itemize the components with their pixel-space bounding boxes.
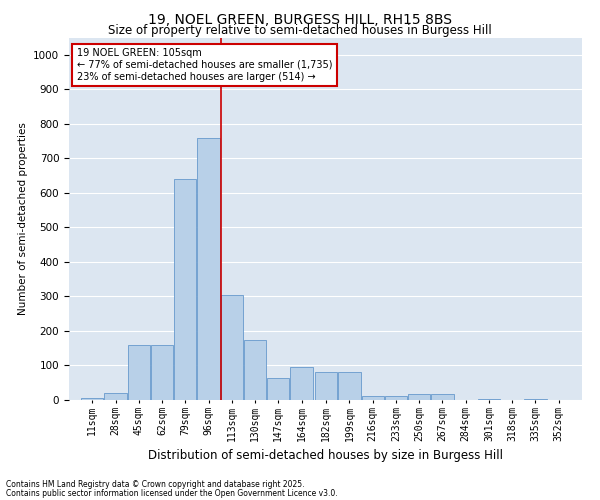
- Bar: [221, 294, 243, 400]
- Text: 19, NOEL GREEN, BURGESS HILL, RH15 8BS: 19, NOEL GREEN, BURGESS HILL, RH15 8BS: [148, 12, 452, 26]
- Text: Contains HM Land Registry data © Crown copyright and database right 2025.: Contains HM Land Registry data © Crown c…: [6, 480, 305, 489]
- Bar: [362, 396, 384, 400]
- Bar: [128, 345, 150, 400]
- Bar: [315, 372, 337, 400]
- Bar: [244, 340, 266, 400]
- Bar: [431, 394, 454, 400]
- Bar: [197, 138, 220, 400]
- Bar: [408, 394, 430, 400]
- Text: Size of property relative to semi-detached houses in Burgess Hill: Size of property relative to semi-detach…: [108, 24, 492, 37]
- Bar: [81, 398, 103, 400]
- Bar: [151, 345, 173, 400]
- X-axis label: Distribution of semi-detached houses by size in Burgess Hill: Distribution of semi-detached houses by …: [148, 449, 503, 462]
- Bar: [524, 398, 547, 400]
- Bar: [290, 367, 313, 400]
- Bar: [478, 398, 500, 400]
- Bar: [267, 378, 289, 400]
- Bar: [338, 372, 361, 400]
- Bar: [385, 396, 407, 400]
- Bar: [104, 393, 127, 400]
- Bar: [174, 179, 196, 400]
- Text: Contains public sector information licensed under the Open Government Licence v3: Contains public sector information licen…: [6, 488, 338, 498]
- Text: 19 NOEL GREEN: 105sqm
← 77% of semi-detached houses are smaller (1,735)
23% of s: 19 NOEL GREEN: 105sqm ← 77% of semi-deta…: [77, 48, 332, 82]
- Y-axis label: Number of semi-detached properties: Number of semi-detached properties: [17, 122, 28, 315]
